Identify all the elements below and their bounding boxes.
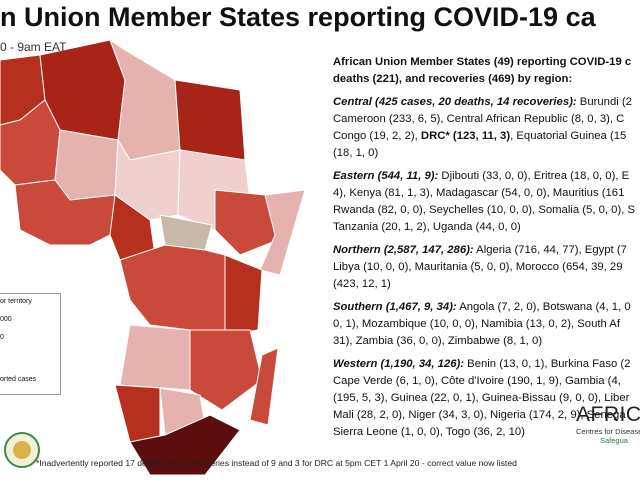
country <box>119 244 226 336</box>
region: Western (1,190, 34, 126): Benin (13, 0, … <box>333 356 640 441</box>
legend-item: 0 <box>0 334 4 341</box>
country <box>249 347 279 426</box>
region-heading: Southern (1,467, 9, 34): <box>333 301 457 313</box>
region-text: Cape Verde (6, 1, 0), Côte d'Ivoire (190… <box>333 375 621 387</box>
region-text: Algeria (716, 44, 77), Egypt (7 <box>473 244 627 256</box>
region-text: Burundi (2 <box>576 96 632 108</box>
region: Eastern (544, 11, 9): Djibouti (33, 0, 0… <box>333 168 640 236</box>
logo-name: AFRICA <box>576 403 640 426</box>
africa-map <box>0 38 306 476</box>
region-text: (18, 1, 0) <box>333 147 379 159</box>
legend-item: orted cases <box>0 376 37 383</box>
region: Central (425 cases, 20 deaths, 14 recove… <box>333 94 640 162</box>
region-text: Libya (10, 0, 0), Mauritania (5, 0, 0), … <box>333 261 623 273</box>
region-text: Sierra Leone (1, 0, 0), Togo (36, 2, 10) <box>333 426 525 438</box>
region-heading: Eastern (544, 11, 9): <box>333 170 439 182</box>
title: n Union Member States reporting COVID-19… <box>0 2 596 32</box>
summary-line: African Union Member States (49) reporti… <box>333 56 632 68</box>
region: Southern (1,467, 9, 34): Angola (7, 2, 0… <box>333 299 640 350</box>
region-text: Angola (7, 2, 0), Botswana (4, 1, 0 <box>456 301 631 313</box>
map-legend: or territory 000 0 orted cases <box>0 293 61 395</box>
country <box>174 79 246 161</box>
summary-panel: African Union Member States (49) reporti… <box>333 54 640 441</box>
region-text: 0, 1), Mozambique (10, 0, 0), Namibia (1… <box>333 318 620 330</box>
region-heading: Western (1,190, 34, 126): <box>333 358 465 370</box>
logo-tagline: Safegua <box>600 436 628 445</box>
region-text: 4), Kenya (81, 1, 3), Madagascar (54, 0,… <box>333 187 625 199</box>
summary-line: deaths (221), and recoveries (469) by re… <box>333 73 573 85</box>
region-text: , Equatorial Guinea (15 <box>510 130 627 142</box>
footnote: *Inadvertently reported 17 deaths and 6 … <box>36 458 517 468</box>
country <box>119 324 191 391</box>
region-text: Mali (28, 2, 0), Niger (34, 3, 0), Niger… <box>333 409 626 421</box>
region-text: Rwanda (82, 0, 0), Seychelles (10, 0, 0)… <box>333 204 636 216</box>
logo-subtitle: Centres for Disease Con <box>576 427 640 436</box>
region-text: (195, 5, 3), Guinea (22, 0, 1), Guinea-B… <box>333 392 630 404</box>
country <box>189 329 263 411</box>
region-text: (423, 12, 1) <box>333 278 391 290</box>
region-text: DRC* (123, 11, 3) <box>420 130 511 142</box>
region-heading: Central (425 cases, 20 deaths, 14 recove… <box>333 96 577 108</box>
region-text: Congo (19, 2, 2), <box>333 130 421 142</box>
country <box>54 129 119 201</box>
region-text: Cameroon (233, 6, 5), Central African Re… <box>333 113 625 125</box>
region-heading: Northern (2,587, 147, 286): <box>333 244 474 256</box>
region-text: 31), Zambia (36, 0, 0), Zimbabwe (8, 1, … <box>333 335 543 347</box>
region-text: Djibouti (33, 0, 0), Eritrea (18, 0, 0),… <box>438 170 630 182</box>
country <box>129 414 241 476</box>
country <box>114 384 161 443</box>
legend-item: 000 <box>0 316 12 323</box>
au-emblem <box>4 432 40 468</box>
country <box>259 189 306 276</box>
region-text: Benin (13, 0, 1), Burkina Faso (2 <box>464 358 631 370</box>
legend-item: or territory <box>0 298 32 305</box>
subtitle: 0 - 9am EAT <box>0 40 67 54</box>
region-text: Tanzania (20, 1, 2), Uganda (44, 0, 0) <box>333 221 521 233</box>
africa-cdc-logo: AFRICA Centres for Disease Con Safegua <box>576 403 640 445</box>
region: Northern (2,587, 147, 286): Algeria (716… <box>333 242 640 293</box>
country <box>224 254 263 336</box>
